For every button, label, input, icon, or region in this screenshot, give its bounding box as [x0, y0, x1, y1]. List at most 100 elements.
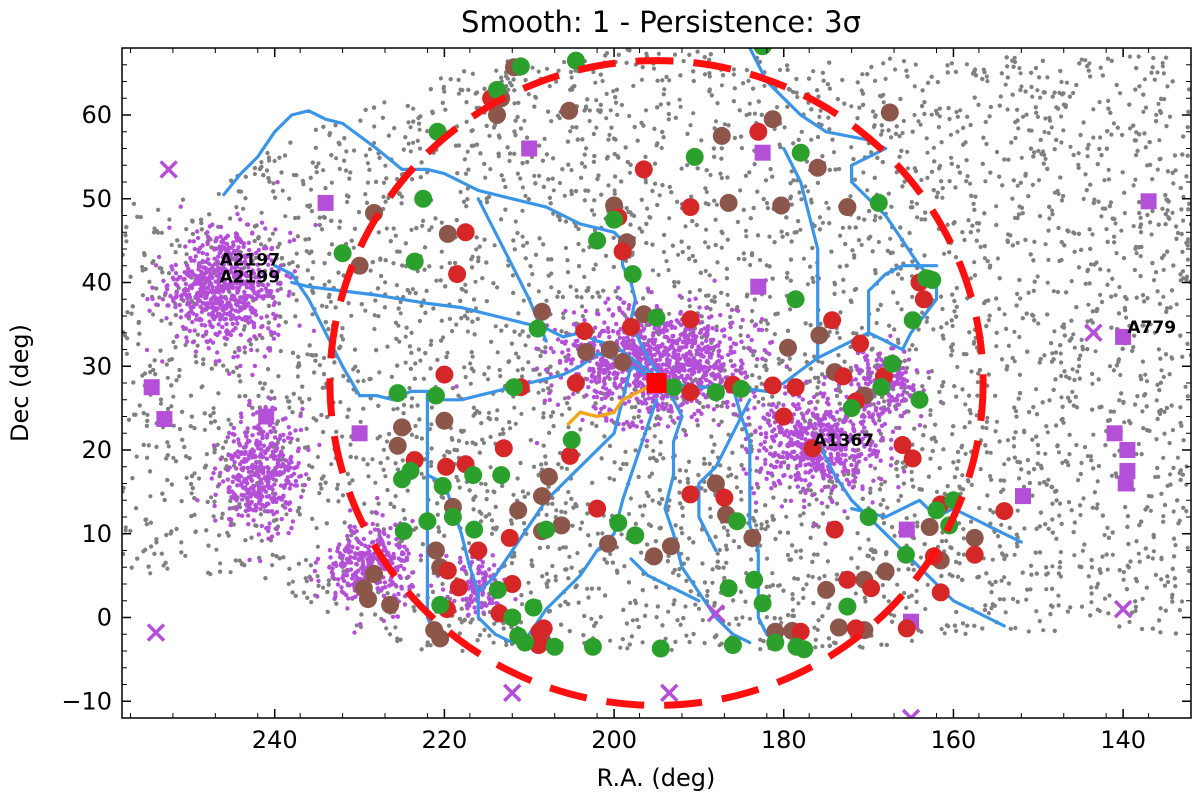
- galaxy-point: [1167, 441, 1172, 446]
- galaxy-point: [881, 100, 886, 105]
- galaxy-point: [829, 491, 834, 496]
- galaxy-point: [520, 489, 526, 494]
- galaxy-point: [515, 171, 521, 176]
- galaxy-point: [460, 648, 465, 654]
- galaxy-point: [370, 457, 375, 462]
- galaxy-point: [513, 421, 518, 426]
- galaxy-point: [1085, 154, 1090, 159]
- galaxy-point: [824, 200, 829, 205]
- galaxy-point: [465, 329, 470, 334]
- galaxy-point: [924, 136, 929, 141]
- galaxy-point: [315, 544, 320, 549]
- galaxy-point: [626, 511, 632, 517]
- galaxy-point: [892, 327, 897, 332]
- galaxy-point: [394, 283, 399, 288]
- galaxy-point: [1109, 473, 1114, 478]
- galaxy-point: [782, 125, 787, 130]
- galaxy-point: [964, 62, 970, 67]
- galaxy-point: [747, 170, 752, 175]
- galaxy-point: [277, 301, 282, 306]
- galaxy-point: [913, 347, 919, 352]
- galaxy-point: [485, 377, 491, 382]
- galaxy-point: [923, 606, 928, 612]
- galaxy-point: [841, 289, 846, 294]
- galaxy-point: [520, 374, 525, 379]
- galaxy-point: [909, 199, 914, 205]
- galaxy-point: [388, 239, 393, 244]
- galaxy-point: [372, 326, 377, 332]
- galaxy-point: [685, 556, 690, 561]
- galaxy-point: [1022, 430, 1027, 435]
- galaxy-point: [1127, 619, 1132, 625]
- galaxy-point: [544, 66, 550, 71]
- galaxy-point: [589, 616, 594, 621]
- galaxy-point: [1052, 329, 1057, 334]
- galaxy-point: [686, 245, 691, 250]
- galaxy-point: [1156, 101, 1161, 106]
- galaxy-point: [395, 363, 400, 368]
- galaxy-point: [849, 145, 854, 150]
- galaxy-point: [329, 462, 334, 467]
- galaxy-point: [1009, 140, 1014, 145]
- galaxy-point: [859, 242, 864, 247]
- galaxy-point: [266, 303, 271, 308]
- galaxy-point: [209, 495, 214, 500]
- galaxy-point: [232, 350, 237, 355]
- galaxy-point: [920, 88, 925, 93]
- galaxy-point: [952, 623, 958, 628]
- galaxy-point: [348, 442, 353, 447]
- galaxy-point: [398, 299, 403, 305]
- galaxy-point: [396, 323, 401, 328]
- galaxy-point: [952, 309, 957, 314]
- galaxy-point: [373, 298, 378, 303]
- galaxy-point: [487, 133, 492, 138]
- galaxy-point: [499, 75, 504, 80]
- galaxy-point: [700, 618, 705, 623]
- galaxy-point: [1152, 330, 1157, 335]
- galaxy-point: [931, 145, 937, 150]
- galaxy-point: [1061, 91, 1066, 96]
- galaxy-point: [940, 333, 945, 338]
- galaxy-point: [803, 184, 808, 189]
- galaxy-point: [1049, 125, 1054, 130]
- galaxy-point: [965, 114, 970, 119]
- galaxy-point: [1091, 107, 1096, 112]
- galaxy-point: [624, 461, 629, 467]
- galaxy-point: [1114, 251, 1119, 256]
- galaxy-point: [811, 69, 816, 74]
- galaxy-point: [920, 310, 925, 315]
- galaxy-point: [614, 87, 620, 92]
- galaxy-point: [411, 106, 416, 111]
- galaxy-point: [612, 460, 617, 465]
- galaxy-point: [211, 406, 216, 411]
- galaxy-point: [551, 188, 556, 193]
- galaxy-point: [725, 528, 730, 533]
- galaxy-point: [441, 335, 446, 340]
- galaxy-point: [1164, 55, 1169, 60]
- galaxy-point: [944, 538, 949, 544]
- galaxy-point: [667, 216, 672, 221]
- galaxy-point: [1041, 628, 1046, 633]
- galaxy-point: [530, 65, 535, 70]
- galaxy-point: [781, 588, 786, 593]
- galaxy-point: [1078, 132, 1083, 138]
- galaxy-point: [1177, 608, 1182, 613]
- galaxy-point: [479, 481, 484, 486]
- galaxy-point: [806, 573, 811, 579]
- galaxy-point: [567, 554, 572, 559]
- galaxy-point: [418, 558, 423, 563]
- galaxy-point: [400, 458, 405, 463]
- galaxy-point: [773, 536, 778, 542]
- galaxy-point: [549, 285, 554, 290]
- galaxy-point: [953, 559, 959, 565]
- galaxy-point: [777, 67, 783, 72]
- galaxy-point: [270, 563, 275, 568]
- galaxy-point: [967, 420, 972, 425]
- galaxy-point: [1117, 398, 1122, 403]
- galaxy-point: [410, 287, 415, 292]
- galaxy-point: [886, 599, 891, 604]
- galaxy-point: [439, 265, 444, 270]
- galaxy-point: [1023, 89, 1028, 94]
- galaxy-point: [805, 282, 811, 287]
- galaxy-point: [790, 596, 795, 602]
